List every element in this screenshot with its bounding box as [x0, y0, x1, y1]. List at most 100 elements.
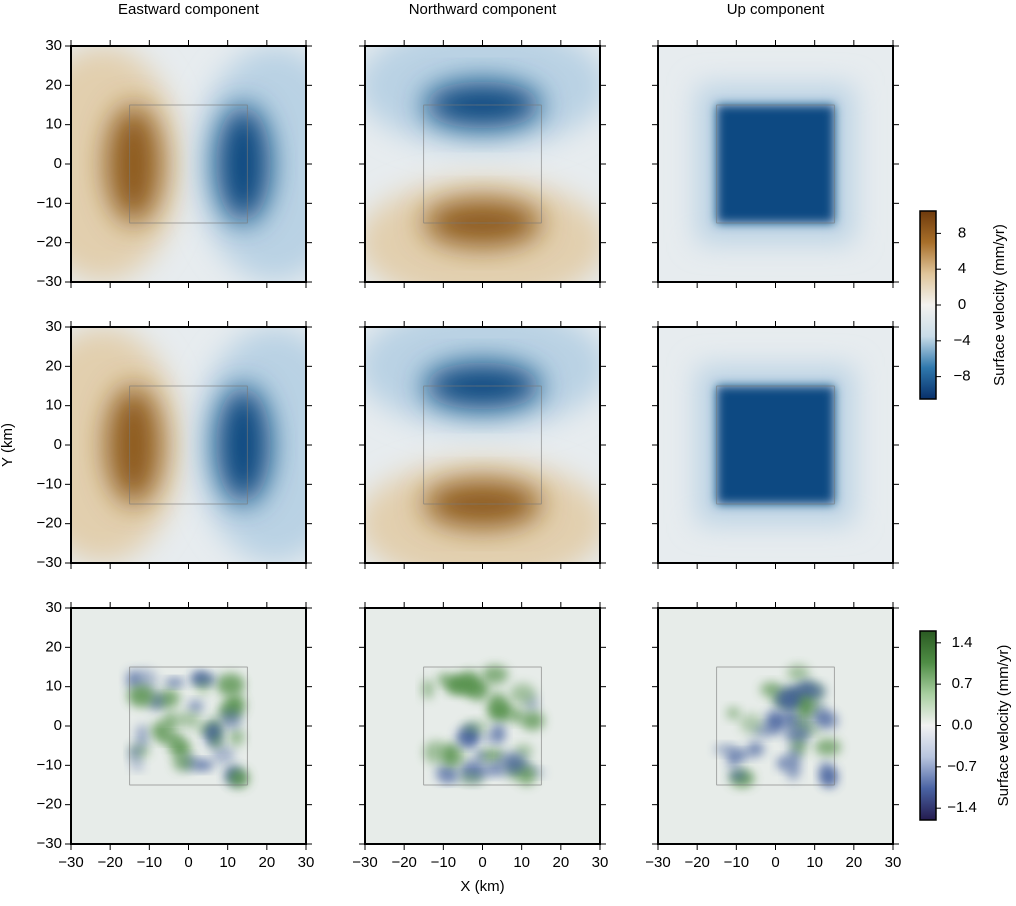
- residual: [728, 770, 747, 780]
- x-axis-label: X (km): [460, 878, 504, 895]
- fault-outline: [129, 385, 248, 505]
- residual: [520, 711, 545, 731]
- y-tick-label: −10: [37, 475, 62, 492]
- fault-outline: [716, 104, 835, 224]
- y-tick-label: −20: [37, 234, 62, 251]
- fault-outline: [716, 666, 835, 786]
- heatmap: [365, 46, 600, 282]
- colorbar: [919, 630, 937, 821]
- x-tick-label: −30: [645, 854, 670, 871]
- colorbar-tick-label: 0: [958, 296, 966, 313]
- y-tick-label: 0: [54, 436, 62, 453]
- residual: [746, 741, 765, 757]
- x-tick-label: −10: [431, 854, 456, 871]
- x-tick-label: −10: [724, 854, 749, 871]
- column-title: Northward component: [409, 1, 557, 18]
- fault-outline: [423, 385, 542, 505]
- colorbar-tick-label: −0.7: [947, 758, 977, 775]
- residual: [174, 711, 202, 728]
- y-tick-label: −10: [37, 756, 62, 773]
- x-tick-label: −20: [684, 854, 709, 871]
- x-tick-label: −20: [391, 854, 416, 871]
- x-tick-label: 20: [258, 854, 275, 871]
- y-tick-label: 10: [45, 116, 62, 133]
- residual: [210, 734, 223, 748]
- column-title: Up component: [727, 1, 825, 18]
- residual: [819, 761, 832, 785]
- residual: [490, 724, 506, 744]
- fault-outline: [129, 666, 248, 786]
- colorbar-tick-label: −4: [953, 332, 970, 349]
- residual: [798, 679, 815, 698]
- residual: [760, 682, 783, 697]
- heatmap: [658, 608, 893, 844]
- residual: [798, 695, 813, 718]
- residual: [192, 760, 214, 771]
- y-tick-label: 10: [45, 678, 62, 695]
- y-tick-label: −30: [37, 273, 62, 290]
- residual: [228, 728, 245, 746]
- residual: [170, 738, 191, 759]
- residual: [151, 721, 170, 741]
- y-tick-label: −20: [37, 515, 62, 532]
- lobe: [215, 105, 271, 223]
- y-tick-label: 10: [45, 397, 62, 414]
- residual: [228, 768, 250, 788]
- y-tick-label: 30: [45, 599, 62, 616]
- x-tick-label: 0: [771, 854, 779, 871]
- residual: [481, 665, 509, 685]
- residual: [480, 733, 495, 743]
- x-tick-label: 0: [478, 854, 486, 871]
- x-tick-label: 30: [298, 854, 315, 871]
- x-tick-label: 0: [184, 854, 192, 871]
- lobe: [716, 386, 835, 504]
- heatmap: [365, 608, 600, 844]
- residual: [193, 671, 207, 683]
- x-tick-label: −30: [58, 854, 83, 871]
- y-axis-label: Y (km): [0, 423, 16, 467]
- residual: [474, 751, 487, 761]
- y-tick-label: −30: [37, 835, 62, 852]
- colorbar: [919, 210, 937, 400]
- heatmap: [71, 46, 306, 282]
- residual: [164, 678, 185, 687]
- x-tick-label: 30: [592, 854, 609, 871]
- residual: [220, 709, 242, 730]
- fault-outline: [423, 104, 542, 224]
- residual: [733, 750, 752, 759]
- residual: [423, 740, 449, 764]
- y-tick-label: 20: [45, 638, 62, 655]
- x-tick-label: 20: [552, 854, 569, 871]
- residual: [509, 709, 524, 723]
- fault-outline: [716, 385, 835, 505]
- y-tick-label: 0: [54, 717, 62, 734]
- residual: [217, 676, 244, 697]
- y-tick-label: −30: [37, 554, 62, 571]
- fault-outline: [129, 104, 248, 224]
- heatmap: [365, 327, 600, 563]
- residual: [444, 676, 467, 692]
- y-tick-label: 20: [45, 76, 62, 93]
- colorbar-label: Surface velocity (mm/yr): [991, 224, 1008, 386]
- residual: [726, 706, 740, 720]
- residual: [509, 683, 536, 705]
- colorbar-tick-label: 1.4: [952, 634, 973, 651]
- x-tick-label: 10: [806, 854, 823, 871]
- residual: [455, 738, 478, 749]
- x-tick-label: 20: [845, 854, 862, 871]
- y-tick-label: −20: [37, 796, 62, 813]
- residual: [462, 720, 490, 735]
- residual: [211, 744, 235, 764]
- residual: [783, 707, 796, 730]
- lobe: [215, 386, 271, 504]
- colorbar-label: Surface velocity (mm/yr): [995, 645, 1012, 807]
- fault-outline: [423, 666, 542, 786]
- x-tick-label: 10: [219, 854, 236, 871]
- x-tick-label: 30: [885, 854, 902, 871]
- residual: [135, 724, 149, 749]
- residual: [188, 700, 204, 712]
- residual: [439, 772, 460, 783]
- y-tick-label: 20: [45, 357, 62, 374]
- lobe: [106, 386, 162, 504]
